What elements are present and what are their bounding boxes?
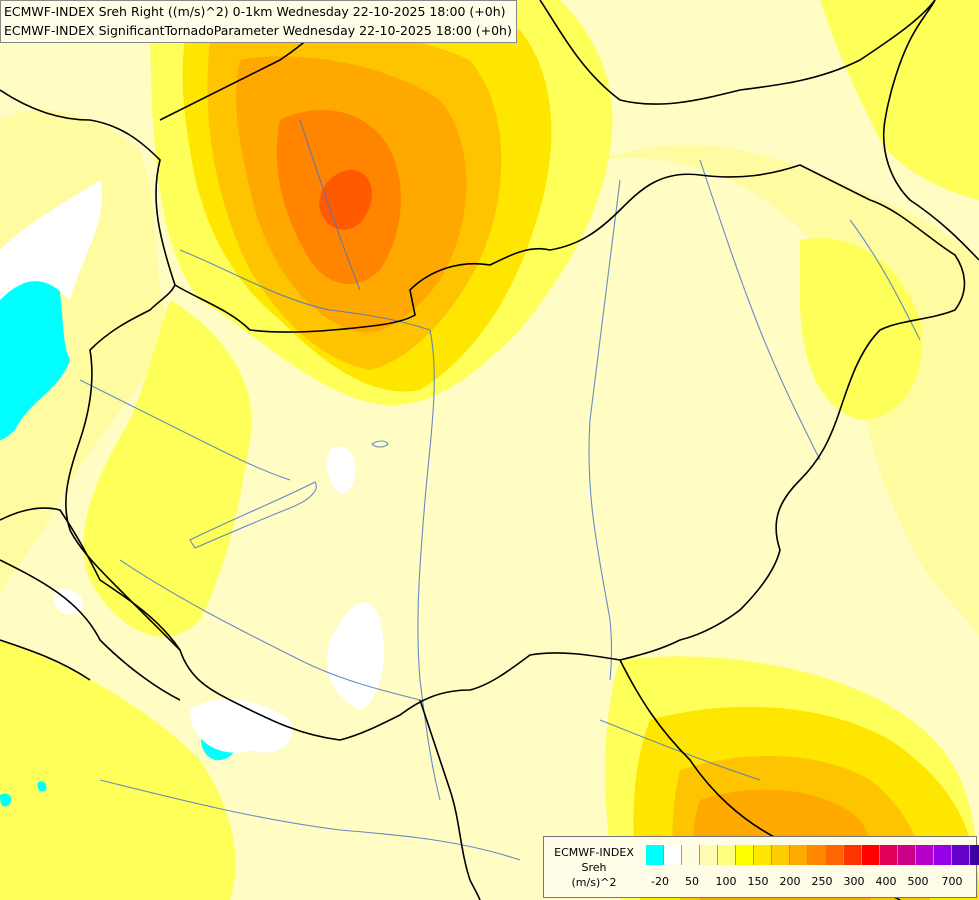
legend-tick-label: -20 xyxy=(651,875,669,888)
legend-swatch-14 xyxy=(898,845,916,865)
legend-swatch-0 xyxy=(646,845,664,865)
river-northern xyxy=(299,119,361,291)
lake-small-central xyxy=(371,440,389,448)
border-south-west-2 xyxy=(0,639,91,681)
legend-color-bar xyxy=(646,845,979,865)
border-north-west xyxy=(0,89,176,286)
border-east xyxy=(882,0,979,261)
header-line-stp: ECMWF-INDEX SignificantTornadoParameter … xyxy=(4,23,512,38)
legend-tick-label: 50 xyxy=(685,875,699,888)
legend-swatch-15 xyxy=(916,845,934,865)
border-southwest xyxy=(0,559,181,701)
legend-swatch-6 xyxy=(754,845,772,865)
color-legend: ECMWF-INDEX Sreh (m/s)^2 -20 50 100 150 200 2… xyxy=(543,836,979,898)
legend-tick-label: 500 xyxy=(907,875,929,888)
river-southeast xyxy=(599,719,761,781)
map-header: ECMWF-INDEX Sreh Right ((m/s)^2) 0-1km W… xyxy=(0,0,517,43)
legend-tick-label: 150 xyxy=(747,875,769,888)
legend-swatch-7 xyxy=(772,845,790,865)
white-patch-central xyxy=(326,446,356,494)
cyan-patch-southwest-2 xyxy=(37,781,47,792)
border-hungary xyxy=(65,164,966,741)
river-sava xyxy=(99,779,521,861)
legend-swatch-1 xyxy=(664,845,682,865)
border-west xyxy=(0,507,181,651)
yellow-zone-west xyxy=(83,300,252,637)
legend-swatch-10 xyxy=(826,845,844,865)
legend-tick-label: 100 xyxy=(715,875,737,888)
cyan-patch-southwest xyxy=(0,793,12,807)
river-east xyxy=(849,219,921,341)
river-danube-south xyxy=(417,329,441,801)
legend-swatch-16 xyxy=(934,845,952,865)
river-northeast xyxy=(699,159,821,461)
border-south xyxy=(419,699,481,900)
legend-unit: (m/s)^2 xyxy=(571,876,617,889)
white-patch-south-1 xyxy=(190,699,293,753)
legend-swatch-3 xyxy=(700,845,718,865)
legend-swatch-9 xyxy=(808,845,826,865)
yellow-zone-northeast xyxy=(820,0,979,200)
legend-swatch-13 xyxy=(880,845,898,865)
legend-model: ECMWF-INDEX xyxy=(554,846,634,859)
legend-tick-label: 400 xyxy=(875,875,897,888)
legend-title: ECMWF-INDEX Sreh (m/s)^2 xyxy=(544,845,644,890)
legend-swatch-4 xyxy=(718,845,736,865)
lake-balaton xyxy=(189,481,317,549)
yellow-zone-southwest xyxy=(0,640,236,900)
river-lines xyxy=(79,119,921,861)
legend-tick-label: 300 xyxy=(843,875,865,888)
legend-swatch-8 xyxy=(790,845,808,865)
cyan-patch-west xyxy=(0,267,70,440)
river-tisza xyxy=(588,179,621,681)
legend-swatch-2 xyxy=(682,845,700,865)
legend-tick-label: 200 xyxy=(779,875,801,888)
legend-swatch-18 xyxy=(970,845,979,865)
white-patch-south-2 xyxy=(327,602,384,710)
legend-swatch-12 xyxy=(862,845,880,865)
border-north-east xyxy=(539,0,936,105)
legend-swatch-5 xyxy=(736,845,754,865)
white-patch-west xyxy=(0,180,103,300)
legend-swatch-11 xyxy=(844,845,862,865)
legend-tick-label: 700 xyxy=(941,875,963,888)
legend-ticks: -20 50 100 150 200 250 300 400 500 700 xyxy=(646,875,976,891)
legend-swatch-17 xyxy=(952,845,970,865)
legend-tick-label: 250 xyxy=(811,875,833,888)
river-west xyxy=(79,379,291,481)
legend-param: Sreh xyxy=(581,861,607,874)
header-line-sreh: ECMWF-INDEX Sreh Right ((m/s)^2) 0-1km W… xyxy=(4,4,506,19)
yellow-zone-east-blob xyxy=(800,238,922,420)
river-drava xyxy=(119,559,421,701)
